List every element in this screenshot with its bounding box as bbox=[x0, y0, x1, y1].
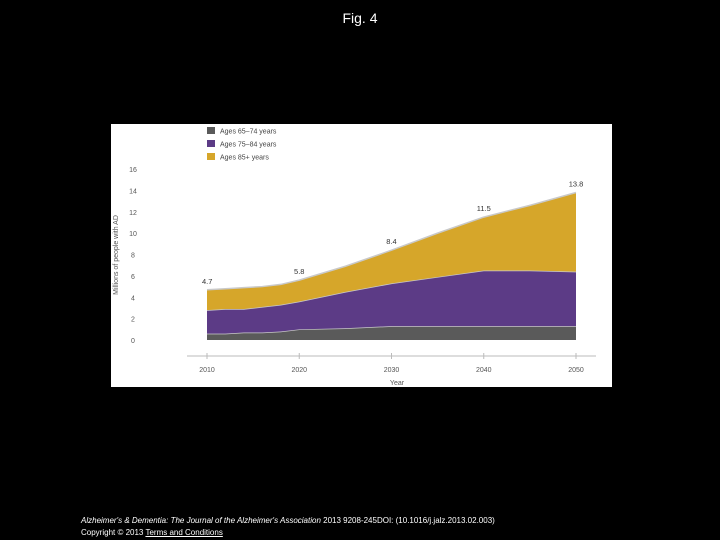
legend-swatch-2 bbox=[207, 140, 215, 147]
y-tick-label: 4 bbox=[131, 295, 135, 302]
y-tick-label: 16 bbox=[129, 167, 137, 174]
legend-swatch-1 bbox=[207, 127, 215, 134]
terms-link[interactable]: Terms and Conditions bbox=[145, 528, 223, 537]
x-tick-label: 2030 bbox=[384, 367, 400, 374]
y-tick-label: 8 bbox=[131, 253, 135, 260]
legend-label-3: Ages 85+ years bbox=[220, 155, 269, 162]
y-tick-label: 12 bbox=[129, 210, 137, 217]
y-tick-label: 2 bbox=[131, 317, 135, 324]
y-tick-label: 0 bbox=[131, 338, 135, 345]
stacked-area-chart: 0 2 4 6 8 10 12 14 16 2010 2020 2030 2040 2050 Year Mil… bbox=[113, 127, 596, 387]
data-label-2040: 11.5 bbox=[477, 204, 491, 213]
copyright-text: Copyright © 2013 bbox=[81, 528, 146, 537]
figure-footer: Alzheimer's & Dementia: The Journal of t… bbox=[81, 515, 495, 539]
data-label-2020: 5.8 bbox=[294, 267, 304, 276]
area-top-edge-3 bbox=[206, 191, 577, 291]
x-tick-label: 2050 bbox=[568, 367, 584, 374]
chart-panel: 0 2 4 6 8 10 12 14 16 2010 2020 2030 2040 2050 Year Mil… bbox=[111, 124, 612, 387]
area-series-2 bbox=[207, 270, 576, 334]
citation-line: Alzheimer's & Dementia: The Journal of t… bbox=[81, 515, 495, 527]
y-axis-label: Millions of people with AD bbox=[113, 215, 120, 295]
citation-doi: 2013 9208-245DOI: (10.1016/j.jalz.2013.0… bbox=[320, 516, 495, 525]
x-axis-label: Year bbox=[390, 380, 405, 387]
x-tick-label: 2040 bbox=[476, 367, 492, 374]
legend-label-2: Ages 75–84 years bbox=[220, 142, 277, 149]
legend-label-1: Ages 65–74 years bbox=[220, 129, 277, 136]
data-label-2010: 4.7 bbox=[202, 277, 212, 286]
figure-title: Fig. 4 bbox=[342, 10, 378, 26]
copyright-line: Copyright © 2013 Terms and Conditions bbox=[81, 527, 495, 539]
journal-name: Alzheimer's & Dementia: The Journal of t… bbox=[81, 516, 321, 525]
y-tick-label: 10 bbox=[129, 231, 137, 238]
y-tick-label: 14 bbox=[129, 188, 137, 195]
y-tick-label: 6 bbox=[131, 274, 135, 281]
data-label-2050: 13.8 bbox=[569, 180, 584, 189]
x-tick-label: 2010 bbox=[199, 367, 215, 374]
legend-swatch-3 bbox=[207, 153, 215, 160]
x-tick-label: 2020 bbox=[291, 367, 307, 374]
data-label-2030: 8.4 bbox=[386, 237, 396, 246]
